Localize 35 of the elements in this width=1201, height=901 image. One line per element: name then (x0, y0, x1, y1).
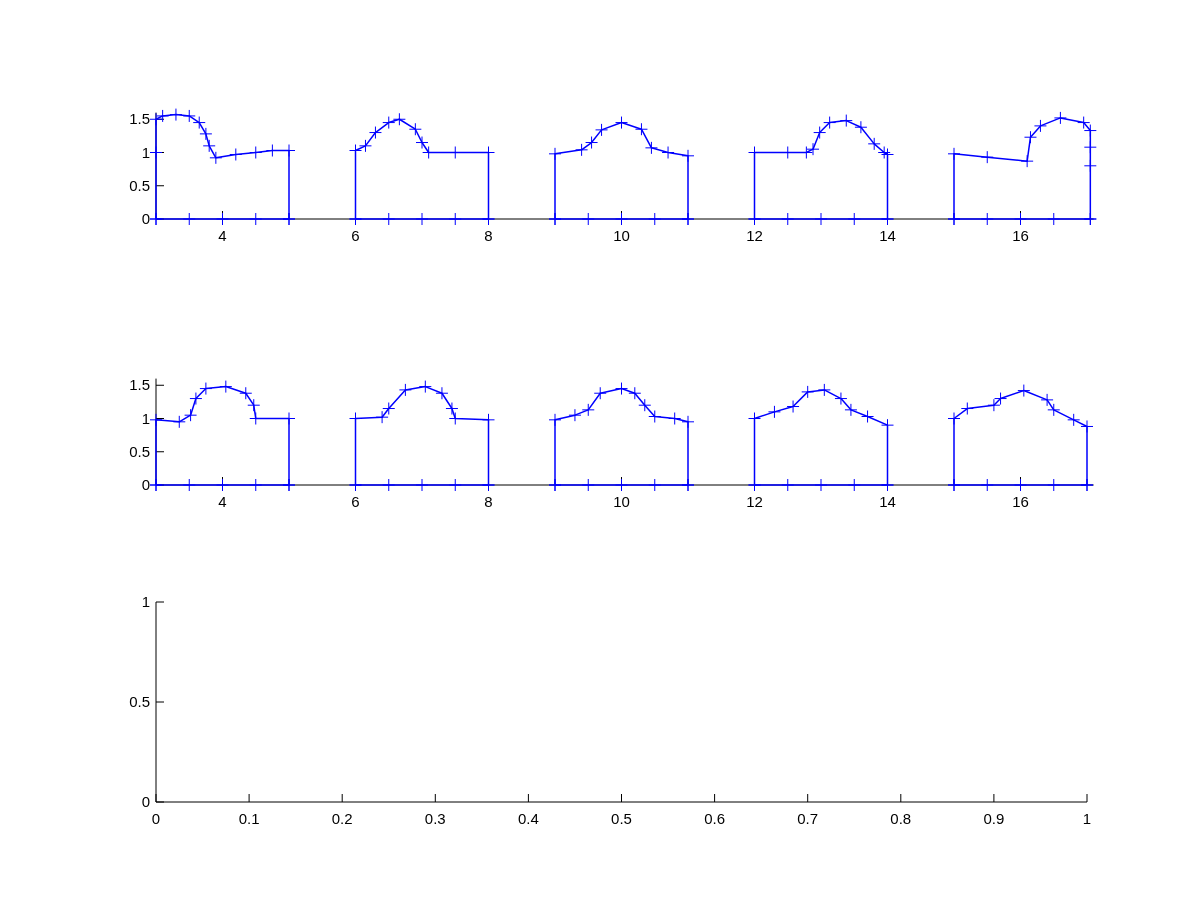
y-tick-label: 1 (141, 143, 150, 161)
x-tick-label: 0.2 (331, 810, 353, 827)
x-tick-label: 16 (1012, 227, 1029, 244)
x-tick-label: 4 (218, 227, 227, 244)
x-tick-label: 10 (613, 493, 630, 510)
y-tick-label: 0 (141, 210, 150, 227)
x-tick-label: 10 (613, 227, 630, 244)
x-tick-label: 0.4 (517, 810, 539, 827)
x-tick-label: 6 (351, 227, 360, 244)
x-tick-label: 0.9 (983, 810, 1005, 827)
y-tick-label: 0 (141, 793, 150, 810)
y-tick-label: 0.5 (129, 176, 150, 194)
y-tick-label: 0.5 (129, 442, 150, 460)
x-tick-label: 0.8 (890, 810, 912, 827)
x-tick-label: 16 (1012, 493, 1029, 510)
y-tick-label: 0 (141, 476, 150, 493)
x-tick-label: 0.7 (797, 810, 819, 827)
x-tick-label: 14 (879, 493, 896, 510)
y-tick-label: 1.5 (129, 376, 150, 394)
x-tick-label: 4 (218, 493, 227, 510)
x-tick-label: 6 (351, 493, 360, 510)
x-tick-label: 0.1 (238, 810, 260, 827)
x-tick-label: 8 (484, 227, 493, 244)
x-tick-label: 8 (484, 493, 493, 510)
y-tick-label: 1.5 (129, 110, 150, 128)
y-tick-label: 1 (141, 593, 150, 610)
y-tick-label: 0.5 (129, 693, 150, 710)
x-tick-label: 0.3 (424, 810, 446, 827)
x-tick-label: 12 (746, 227, 763, 244)
x-tick-label: 12 (746, 493, 763, 510)
y-tick-label: 1 (141, 409, 150, 427)
x-tick-label: 0.5 (611, 810, 632, 827)
x-tick-label: 14 (879, 227, 896, 244)
x-tick-label: 1 (1082, 810, 1092, 827)
x-tick-label: 0.6 (704, 810, 726, 827)
